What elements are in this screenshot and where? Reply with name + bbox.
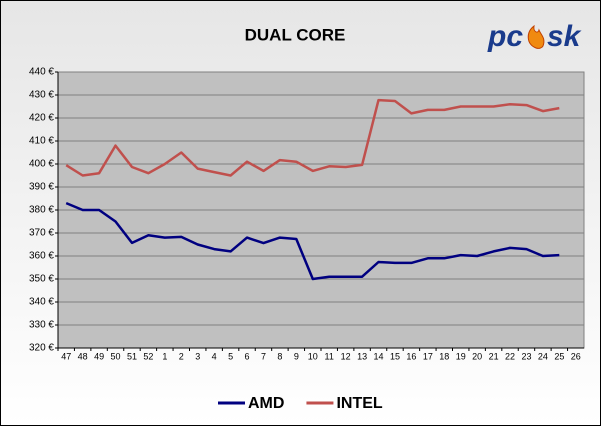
x-tick-label: 1 — [162, 351, 167, 361]
logo-text: pc — [487, 20, 523, 53]
x-tick-label: 3 — [195, 351, 200, 361]
y-tick-label: 410 € — [29, 136, 54, 147]
chart-title: DUAL CORE — [245, 25, 346, 44]
x-tick-label: 21 — [489, 351, 499, 361]
y-tick-label: 380 € — [29, 205, 54, 216]
y-tick-label: 420 € — [29, 113, 54, 124]
legend-label: INTEL — [336, 395, 382, 412]
x-tick-label: 2 — [179, 351, 184, 361]
y-tick-label: 350 € — [29, 274, 54, 285]
x-tick-label: 22 — [505, 351, 515, 361]
y-tick-label: 400 € — [29, 159, 54, 170]
y-tick-label: 430 € — [29, 90, 54, 101]
logo-flame — [527, 24, 545, 49]
x-tick-label: 10 — [308, 351, 318, 361]
series-line — [65, 98, 560, 177]
y-tick-label: 390 € — [29, 182, 54, 193]
y-tick-label: 340 € — [29, 297, 54, 308]
x-tick-label: 8 — [277, 351, 282, 361]
x-tick-label: 23 — [521, 351, 531, 361]
x-tick-label: 16 — [406, 351, 416, 361]
x-tick-label: 17 — [423, 351, 433, 361]
logo-text: sk — [547, 20, 582, 53]
x-tick-label: 20 — [472, 351, 482, 361]
x-tick-label: 11 — [325, 351, 334, 361]
legend-label: AMD — [248, 395, 284, 412]
x-tick-label: 24 — [538, 351, 548, 361]
x-tick-label: 6 — [245, 351, 250, 361]
x-tick-label: 47 — [61, 351, 71, 361]
y-tick-label: 330 € — [29, 320, 54, 331]
x-tick-label: 52 — [143, 351, 153, 361]
y-tick-label: 360 € — [29, 251, 54, 262]
x-tick-label: 12 — [341, 351, 351, 361]
x-tick-label: 19 — [456, 351, 466, 361]
x-tick-label: 7 — [261, 351, 266, 361]
y-tick-label: 370 € — [29, 228, 54, 239]
x-tick-label: 25 — [554, 351, 564, 361]
x-tick-label: 26 — [571, 351, 581, 361]
y-tick-label: 320 € — [29, 343, 54, 354]
logo: pc sk — [487, 20, 582, 53]
x-tick-label: 51 — [127, 351, 137, 361]
x-tick-label: 13 — [357, 351, 367, 361]
x-tick-label: 50 — [111, 351, 121, 361]
x-tick-label: 48 — [78, 351, 88, 361]
x-tick-label: 15 — [390, 351, 400, 361]
x-tick-label: 9 — [294, 351, 299, 361]
x-tick-label: 14 — [374, 351, 384, 361]
x-tick-label: 5 — [228, 351, 233, 361]
series-line — [65, 201, 560, 281]
x-tick-label: 49 — [94, 351, 104, 361]
x-tick-label: 18 — [439, 351, 449, 361]
y-tick-label: 440 € — [29, 67, 54, 78]
x-tick-label: 4 — [212, 351, 217, 361]
